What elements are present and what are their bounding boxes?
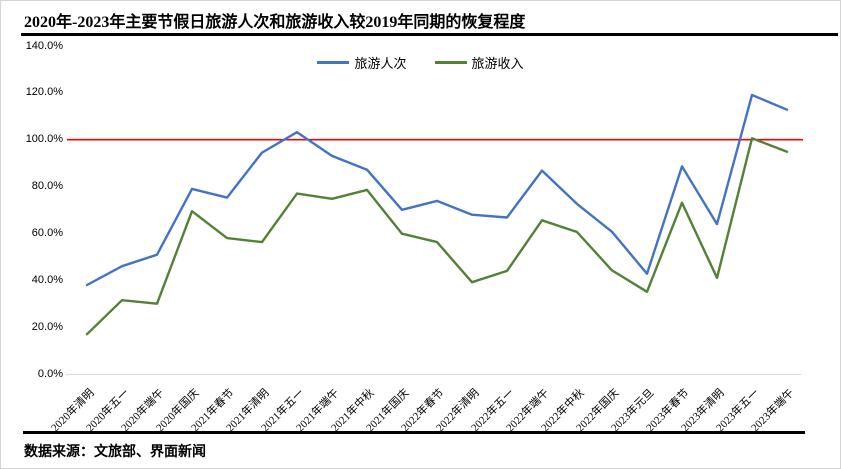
y-tick-label: 120.0% xyxy=(25,86,63,99)
legend-line-swatch xyxy=(434,61,467,64)
data-source: 数据来源：文旅部、界面新闻 xyxy=(24,445,206,460)
y-tick-label: 20.0% xyxy=(31,320,63,333)
chart-title: 2020年-2023年主要节假日旅游人次和旅游收入较2019年同期的恢复程度 xyxy=(24,14,526,31)
y-tick-label: 40.0% xyxy=(31,273,63,286)
legend-label: 旅游收入 xyxy=(471,56,524,71)
legend-item-1: 旅游收入 xyxy=(434,53,524,72)
legend: 旅游人次 旅游收入 xyxy=(1,53,840,72)
series-line-tourism-revenue xyxy=(85,137,789,336)
y-tick-label: 0.0% xyxy=(37,367,63,380)
legend-item-0: 旅游人次 xyxy=(317,53,407,72)
y-tick-label: 140.0% xyxy=(25,39,63,52)
y-tick-label: 60.0% xyxy=(31,226,63,239)
series-line-tourist-trips xyxy=(85,93,789,287)
y-tick-label: 100.0% xyxy=(25,133,63,146)
y-tick-label: 80.0% xyxy=(31,180,63,193)
bottom-divider xyxy=(23,431,805,434)
legend-label: 旅游人次 xyxy=(354,56,407,71)
top-divider xyxy=(21,33,838,36)
legend-line-swatch xyxy=(317,61,350,64)
